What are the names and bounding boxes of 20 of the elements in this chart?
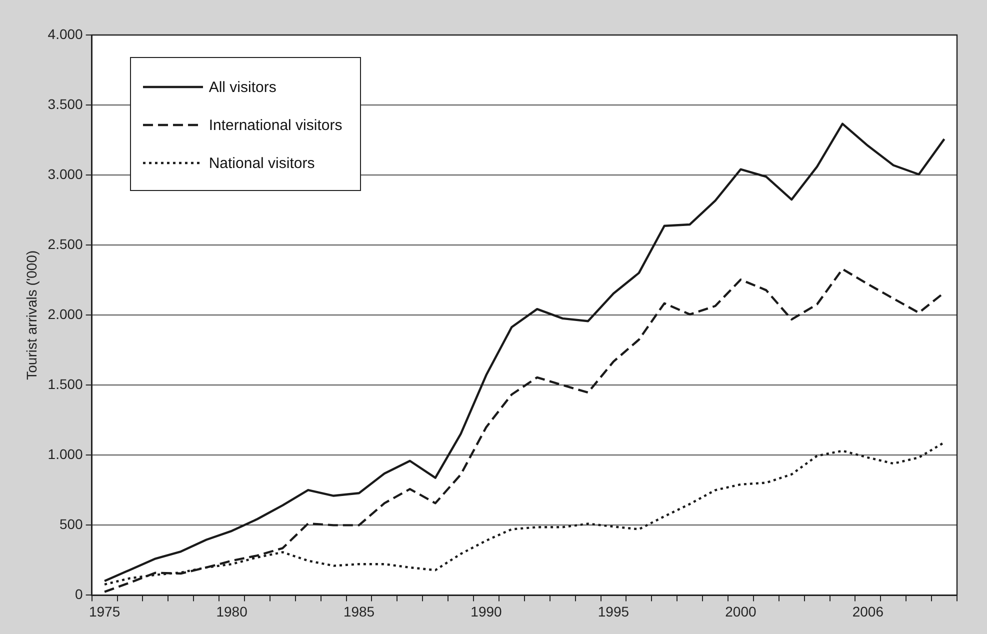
y-tick-label: 1.000	[48, 446, 84, 462]
y-tick-label: 3.500	[48, 96, 84, 112]
y-axis-title: Tourist arrivals ('000)	[23, 250, 40, 380]
y-tick-label: 1.500	[48, 376, 84, 392]
legend-label: All visitors	[208, 78, 276, 96]
y-tick-label: 0	[75, 586, 84, 602]
y-tick-label: 500	[59, 516, 84, 532]
y-tick-label: 2.500	[48, 236, 84, 252]
x-tick-label: 1985	[343, 603, 375, 620]
x-tick-label: 1975	[88, 603, 120, 620]
y-tick-label: 3.000	[48, 166, 84, 182]
y-tick-label: 4.000	[48, 26, 84, 42]
legend-label: International visitors	[208, 116, 342, 134]
x-tick-label: 2000	[725, 603, 756, 620]
x-tick-label: 1990	[470, 603, 502, 620]
legend-label: National visitors	[208, 154, 315, 172]
x-tick-label: 1995	[598, 603, 630, 620]
x-tick-label: 2006	[852, 603, 884, 620]
x-tick-label: 1980	[216, 603, 248, 620]
y-tick-label: 2.000	[48, 306, 84, 322]
